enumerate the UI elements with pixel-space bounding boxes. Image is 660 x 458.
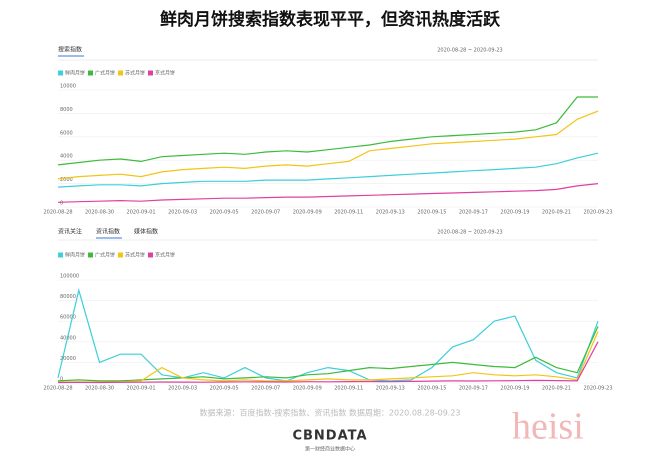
watermark: heisi [512, 406, 584, 448]
x-tick-label: 2020-09-17 [459, 210, 488, 216]
x-tick-label: 2020-09-05 [210, 386, 239, 392]
series-line [57, 110, 599, 180]
tab[interactable]: 资讯关注 [58, 228, 82, 236]
x-tick-label: 2020-09-21 [542, 210, 571, 216]
legend-swatch [88, 252, 93, 258]
y-tick-label: 0 [60, 377, 63, 383]
tab[interactable]: 媒体指数 [134, 228, 158, 236]
legend-label[interactable]: 鲜肉月饼 [65, 252, 85, 259]
legend-label[interactable]: 广式月饼 [95, 70, 115, 77]
y-tick-label: 0 [60, 201, 63, 207]
legend-swatch [118, 70, 123, 76]
legend-label[interactable]: 广式月饼 [95, 252, 115, 259]
x-tick-label: 2020-09-21 [542, 386, 571, 392]
x-tick-label: 2020-09-07 [251, 386, 280, 392]
x-tick-label: 2020-09-09 [293, 386, 322, 392]
x-tick-label: 2020-08-28 [43, 210, 72, 216]
y-tick-label: 60000 [60, 315, 76, 321]
legend-label[interactable]: 苏式月饼 [125, 70, 145, 77]
x-tick-label: 2020-09-11 [334, 386, 363, 392]
legend-swatch [88, 70, 93, 76]
date-range[interactable]: 2020-08-28 ~ 2020-09-23 [437, 48, 502, 54]
x-tick-label: 2020-08-30 [85, 210, 114, 216]
y-tick-label: 20000 [60, 356, 76, 362]
y-tick-label: 6000 [60, 130, 73, 136]
x-tick-label: 2020-09-19 [500, 210, 529, 216]
x-tick-label: 2020-09-13 [376, 210, 405, 216]
series-line [57, 152, 599, 188]
y-tick-label: 80000 [60, 294, 76, 300]
source-note: 数据来源：百度指数-搜索指数、资讯指数 数据周期：2020.08.28-09.2… [199, 408, 460, 418]
legend-label[interactable]: 京式月饼 [155, 252, 175, 259]
x-tick-label: 2020-09-01 [127, 210, 156, 216]
series-line [57, 96, 598, 166]
y-tick-label: 10000 [60, 84, 76, 90]
x-tick-label: 2020-09-15 [417, 210, 446, 216]
legend-swatch [148, 70, 153, 76]
series-line [58, 331, 599, 383]
x-tick-label: 2020-09-23 [583, 210, 612, 216]
legend-label[interactable]: 京式月饼 [155, 70, 175, 77]
series-line [57, 341, 599, 384]
x-tick-label: 2020-09-05 [210, 210, 239, 216]
y-tick-label: 2000 [60, 177, 73, 183]
x-tick-label: 2020-09-01 [127, 386, 156, 392]
series-line [57, 183, 599, 203]
legend-label[interactable]: 苏式月饼 [125, 252, 145, 259]
legend-swatch [58, 70, 63, 76]
x-tick-label: 2020-09-13 [376, 386, 405, 392]
x-tick-label: 2020-09-03 [168, 210, 197, 216]
x-tick-label: 2020-09-07 [251, 210, 280, 216]
logo: CBNDATA [292, 429, 367, 444]
x-tick-label: 2020-09-19 [500, 386, 529, 392]
x-tick-label: 2020-09-09 [293, 210, 322, 216]
y-tick-label: 8000 [60, 107, 73, 113]
date-range[interactable]: 2020-08-28 ~ 2020-09-23 [437, 230, 502, 236]
logo-subtitle: 第一财经商业数据中心 [305, 446, 355, 453]
x-tick-label: 2020-09-17 [459, 386, 488, 392]
y-tick-label: 4000 [60, 154, 73, 160]
legend-swatch [58, 252, 63, 258]
page-title: 鲜肉月饼搜索指数表现平平，但资讯热度活跃 [160, 9, 501, 30]
tab[interactable]: 搜索指数 [58, 46, 82, 54]
y-tick-label: 100000 [60, 274, 79, 280]
legend-swatch [148, 252, 153, 258]
x-tick-label: 2020-08-30 [85, 386, 114, 392]
x-tick-label: 2020-09-15 [417, 386, 446, 392]
x-tick-label: 2020-08-28 [43, 386, 72, 392]
series-line [57, 326, 599, 382]
legend-swatch [118, 252, 123, 258]
x-tick-label: 2020-09-11 [334, 210, 363, 216]
x-tick-label: 2020-09-23 [583, 386, 612, 392]
x-tick-label: 2020-09-03 [168, 386, 197, 392]
legend-label[interactable]: 鲜肉月饼 [65, 70, 85, 77]
tab[interactable]: 资讯指数 [96, 228, 120, 236]
series-line [57, 287, 599, 382]
